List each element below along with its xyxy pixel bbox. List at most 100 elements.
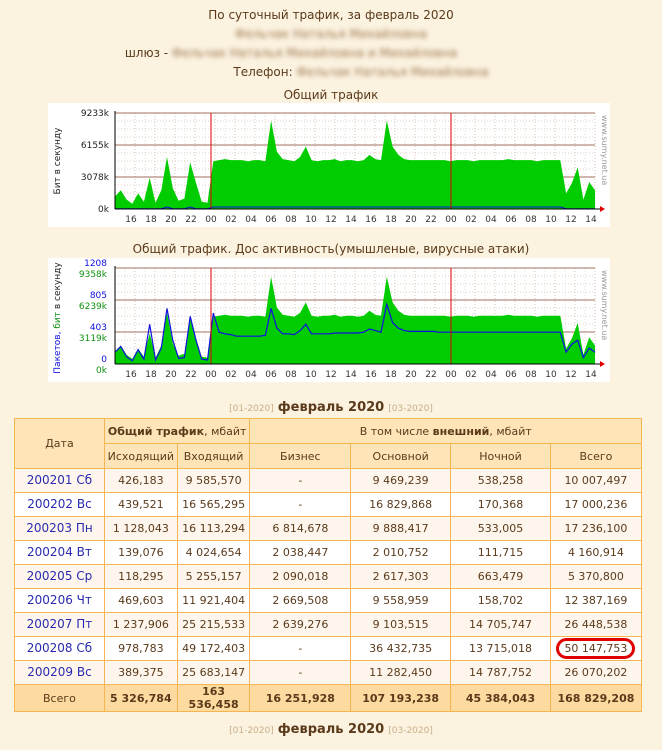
x-tick-label: 16: [365, 370, 377, 380]
cell: 978,783: [103, 636, 178, 661]
date-link[interactable]: 200204 Вт: [14, 540, 105, 565]
col-header: Исходящий: [103, 443, 178, 469]
y-axis-label: Бит в секунду: [53, 127, 63, 195]
next-month-link[interactable]: [03-2020]: [388, 726, 433, 736]
traffic-table: Дата Общий трафик, мбайт В том числе вне…: [14, 418, 643, 712]
cell: 17 236,100: [549, 516, 643, 541]
x-tick-label: 02: [465, 370, 476, 380]
packets-line: [114, 302, 596, 362]
cell: 5 255,157: [176, 564, 251, 589]
cell: 533,005: [450, 516, 551, 541]
cell: -: [249, 636, 352, 661]
x-tick-label: 00: [445, 215, 457, 225]
col-header: Бизнес: [249, 443, 352, 469]
cell: 49 172,403: [176, 636, 251, 661]
x-tick-label: 22: [185, 215, 196, 225]
user-name: Фельчак Наталья Михайловна: [234, 27, 428, 41]
month-nav-bottom: [01-2020] февраль 2020 [03-2020]: [0, 722, 662, 739]
cell: 1 237,906: [103, 612, 178, 637]
header-date: Дата: [14, 418, 105, 469]
date-link[interactable]: 200202 Вс: [14, 492, 105, 517]
date-link[interactable]: 200208 Сб: [14, 636, 105, 661]
x-tick-label: 14: [585, 370, 597, 380]
x-tick-label: 08: [285, 215, 297, 225]
x-tick-label: 02: [465, 215, 476, 225]
y-tick-bits: 9358k: [79, 270, 108, 280]
header-total-unit: , мбайт: [204, 424, 247, 438]
x-tick-label: 12: [325, 370, 336, 380]
x-tick-label: 00: [205, 370, 217, 380]
cell: 139,076: [103, 540, 178, 565]
date-link[interactable]: 200206 Чт: [14, 588, 105, 613]
date-link[interactable]: 200209 Вс: [14, 660, 105, 685]
table-row: 200208 Сб 978,783 49 172,403-36 432,735 13 …: [14, 636, 643, 661]
y-tick-packets: 0: [101, 355, 107, 365]
table-row: 200204 Вт 139,076 4 024,654 2 038,447 2 010,…: [14, 540, 643, 565]
traffic-area: [115, 276, 595, 364]
cell: 9 103,515: [350, 612, 452, 637]
x-tick-label: 16: [365, 215, 377, 225]
cell: -: [249, 468, 352, 493]
x-tick-label: 12: [565, 215, 576, 225]
cell: 6 814,678: [249, 516, 352, 541]
cell: 170,368: [450, 492, 551, 517]
x-tick-label: 18: [385, 215, 397, 225]
date-link[interactable]: 200201 Сб: [14, 468, 105, 493]
x-tick-label: 00: [205, 215, 217, 225]
x-tick-label: 12: [325, 215, 336, 225]
x-tick-label: 20: [405, 215, 417, 225]
x-tick-label: 02: [225, 370, 236, 380]
prev-month-link[interactable]: [01-2020]: [229, 726, 274, 736]
table-row: 200205 Ср 118,295 5 255,157 2 090,018 2 617,…: [14, 564, 643, 589]
total-cell: 107 193,238: [350, 684, 452, 712]
chart-dos-activity: 16 18 20 22 00 02 04 06 08 10 12 14 16 18 20 22 00 02 04 06…: [48, 258, 610, 382]
cell: -: [249, 492, 352, 517]
cell: 2 639,276: [249, 612, 352, 637]
date-link[interactable]: 200205 Ср: [14, 564, 105, 589]
total-cell: 163 536,458: [176, 684, 251, 712]
cell: 9 558,959: [350, 588, 452, 613]
gateway-value: Фельчак Наталья Михайловна и Михайловна: [171, 46, 458, 60]
y-tick-bits: 6239k: [79, 302, 108, 312]
highlighted-value: 50 147,753: [556, 638, 636, 659]
cell: 389,375: [103, 660, 178, 685]
x-tick-label: 18: [385, 370, 397, 380]
y-label-part: в секунду: [53, 262, 63, 310]
axis-arrow: [600, 206, 605, 212]
gateway-label: шлюз -: [124, 46, 169, 60]
date-link[interactable]: 200207 Пт: [14, 612, 105, 637]
cell: 5 370,800: [549, 564, 643, 589]
total-cell: 45 384,043: [450, 684, 551, 712]
cell: 16 113,294: [176, 516, 251, 541]
y-label-part: Пакетов,: [53, 332, 63, 374]
x-tick-label: 20: [165, 370, 177, 380]
cell: 111,715: [450, 540, 551, 565]
x-tick-label: 04: [245, 215, 257, 225]
x-tick-label: 06: [505, 370, 517, 380]
current-month: февраль 2020: [277, 722, 385, 737]
x-tick-label: 22: [185, 370, 196, 380]
next-month-link[interactable]: [03-2020]: [388, 404, 433, 414]
date-link[interactable]: 200203 Пн: [14, 516, 105, 541]
cell: 36 432,735: [350, 636, 452, 661]
y-tick-bits: 3119k: [79, 334, 108, 344]
table-row: 200202 Вс 439,521 16 565,295-16 829,868 170…: [14, 492, 643, 517]
cell: 538,258: [450, 468, 551, 493]
traffic-area: [115, 120, 595, 209]
cell: 1 128,043: [103, 516, 178, 541]
x-tick-label: 04: [245, 370, 257, 380]
cell: 663,479: [450, 564, 551, 589]
x-tick-label: 12: [565, 370, 576, 380]
x-tick-label: 14: [345, 370, 357, 380]
x-tick-label: 08: [285, 370, 297, 380]
table-row: 200203 Пн 1 128,043 16 113,294 6 814,678 9 8…: [14, 516, 643, 541]
prev-month-link[interactable]: [01-2020]: [229, 404, 274, 414]
axis-arrow: [600, 361, 605, 367]
x-tick-label: 06: [505, 215, 517, 225]
cell: 426,183: [103, 468, 178, 493]
watermark: www.sumy.net.ua: [600, 270, 609, 340]
gateway-line: шлюз - Фельчак Наталья Михайловна и Миха…: [0, 46, 622, 61]
outgoing-line: [115, 206, 595, 210]
total-cell: 168 829,208: [549, 684, 643, 712]
x-tick-label: 02: [225, 215, 236, 225]
